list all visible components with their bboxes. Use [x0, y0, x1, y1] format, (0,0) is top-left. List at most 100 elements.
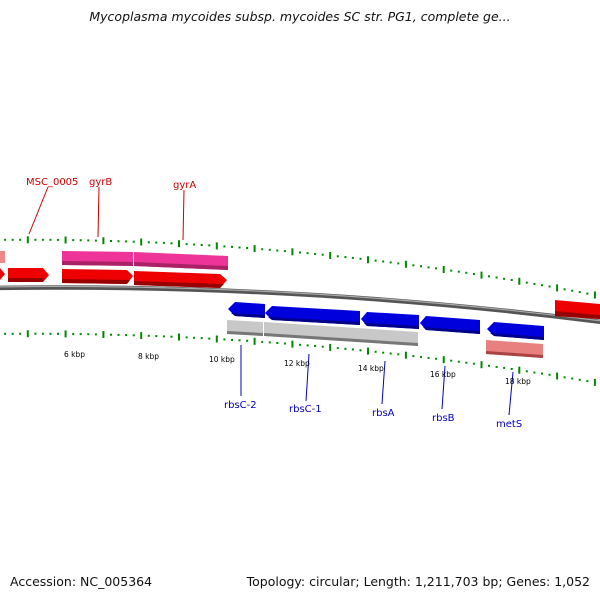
label-line-rbsC-1 — [305, 353, 310, 402]
label-line-rbsA — [381, 360, 386, 405]
outer-minor-tick — [563, 288, 566, 291]
genome-backbone — [0, 285, 600, 325]
inner-major-tick — [329, 343, 332, 351]
outer-major-tick — [64, 236, 67, 244]
reverse-outer-genes — [227, 320, 543, 358]
inner-minor-tick — [193, 336, 196, 339]
gene-forward-3-shade — [62, 279, 130, 284]
outer-minor-tick — [87, 239, 90, 242]
inner-major-tick — [291, 340, 294, 348]
outer-major-tick — [178, 240, 180, 248]
inner-minor-tick — [11, 332, 14, 335]
inner-major-tick — [442, 356, 445, 364]
label-metS[interactable]: metS — [496, 419, 522, 430]
label-gyrB[interactable]: gyrB — [89, 177, 112, 188]
inner-minor-tick — [125, 334, 128, 337]
outer-minor-tick — [185, 243, 188, 246]
inner-minor-tick — [49, 332, 52, 335]
outer-minor-tick — [193, 243, 196, 246]
outer-minor-tick — [397, 262, 400, 265]
inner-minor-tick — [336, 347, 339, 350]
outer-minor-tick — [110, 240, 112, 242]
outer-minor-tick — [488, 275, 490, 278]
gene-MSC-0005-shade — [8, 278, 45, 282]
reverse-label-lines — [240, 345, 514, 416]
gene-metS-shade — [490, 333, 544, 340]
outer-minor-tick — [117, 240, 120, 243]
gene-partial-left-light[interactable] — [0, 251, 5, 263]
outer-major-tick — [329, 252, 332, 259]
forward-inner-genes — [0, 268, 600, 319]
gene-rbsA-shade — [364, 323, 419, 329]
outer-minor-tick — [72, 239, 75, 242]
label-gyrA[interactable]: gyrA — [173, 180, 196, 191]
outer-major-tick — [215, 242, 218, 250]
inner-minor-tick — [548, 373, 551, 376]
label-rbsC-2[interactable]: rbsC-2 — [224, 400, 257, 411]
inner-minor-tick — [268, 341, 271, 344]
gene-gyrB-shade — [62, 261, 133, 266]
outer-minor-tick — [389, 261, 392, 264]
inner-minor-tick — [117, 333, 120, 336]
gene-gray-2[interactable] — [264, 322, 418, 346]
inner-major-tick — [593, 378, 596, 386]
label-rbsB[interactable]: rbsB — [432, 413, 455, 424]
inner-minor-tick — [525, 370, 528, 373]
outer-major-tick — [291, 248, 294, 256]
outer-minor-tick — [231, 245, 233, 248]
inner-major-tick — [404, 351, 407, 359]
inner-major-tick — [102, 331, 105, 338]
gene-rbsC-1-shade — [268, 317, 360, 325]
outer-major-tick — [102, 237, 105, 245]
inner-minor-tick — [472, 362, 475, 365]
label-line-MSC-0005 — [28, 186, 49, 235]
outer-minor-tick — [125, 240, 128, 243]
outer-minor-tick — [283, 250, 286, 253]
inner-minor-tick — [283, 342, 286, 345]
inner-minor-tick — [170, 335, 173, 338]
inner-minor-tick — [57, 332, 59, 335]
inner-major-tick — [367, 347, 369, 355]
inner-minor-tick — [299, 343, 301, 346]
label-line-metS — [508, 371, 514, 416]
inner-minor-tick — [276, 342, 279, 344]
outer-minor-tick — [41, 238, 44, 241]
outer-major-tick — [480, 271, 483, 279]
label-rbsC-1[interactable]: rbsC-1 — [289, 404, 322, 415]
label-line-gyrA — [182, 189, 185, 241]
outer-minor-tick — [450, 269, 453, 272]
scale-label-18kbp: 18 kbp — [505, 377, 531, 386]
outer-minor-tick — [276, 249, 279, 252]
inner-minor-tick — [321, 345, 324, 348]
gene-partial-left[interactable] — [0, 268, 5, 280]
inner-minor-tick — [246, 339, 249, 342]
inner-minor-tick — [586, 380, 589, 383]
inner-major-tick — [64, 330, 67, 338]
label-rbsA[interactable]: rbsA — [372, 408, 395, 419]
label-MSC-0005[interactable]: MSC_0005 — [26, 177, 78, 188]
inner-minor-tick — [457, 360, 460, 363]
outer-major-tick — [442, 266, 445, 273]
outer-minor-tick — [261, 248, 264, 251]
inner-major-tick — [253, 337, 256, 345]
inner-minor-tick — [314, 345, 317, 347]
outer-minor-tick — [344, 256, 347, 259]
gene-forward-right-shade — [555, 311, 600, 319]
outer-minor-tick — [533, 282, 536, 285]
scale-label-14kbp: 14 kbp — [358, 364, 384, 373]
outer-minor-tick — [306, 252, 309, 255]
inner-minor-tick — [132, 334, 135, 337]
outer-minor-tick — [571, 289, 574, 292]
outer-major-tick — [26, 236, 29, 244]
inner-minor-tick — [382, 351, 385, 354]
inner-minor-tick — [208, 337, 211, 340]
outer-minor-tick — [34, 238, 37, 241]
forward-outer-genes — [0, 251, 228, 270]
gene-gyrA-shade — [134, 262, 228, 270]
outer-minor-tick — [223, 245, 226, 248]
inner-minor-tick — [412, 355, 415, 358]
scale-label-12kbp: 12 kbp — [284, 359, 310, 368]
inner-minor-tick — [110, 333, 112, 336]
outer-major-tick — [140, 238, 143, 246]
